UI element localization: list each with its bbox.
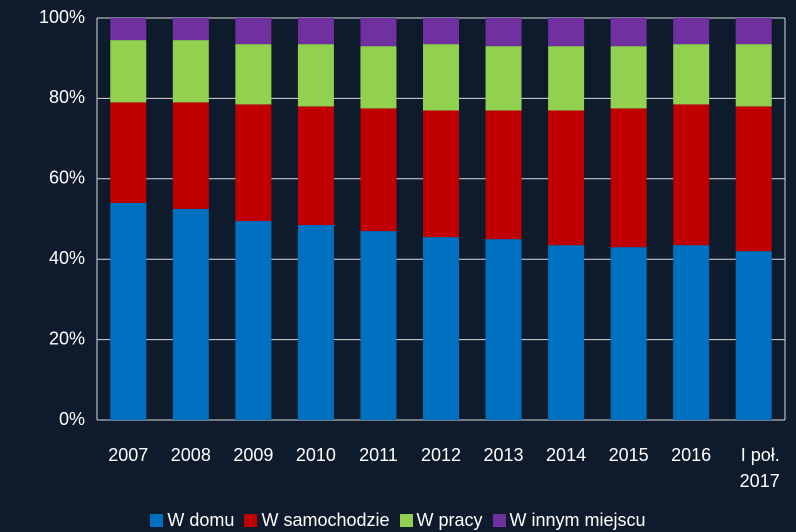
x-tick-label: 2010	[295, 445, 336, 465]
bar-segment	[423, 110, 459, 238]
bar-segment	[610, 18, 647, 47]
chart: 0% 20% 40% 60% 80% 100%	[39, 7, 786, 429]
bar-segment	[235, 221, 272, 420]
x-tick-label: 2015	[608, 445, 649, 465]
bar-segment	[360, 18, 397, 47]
x-tick-label: 2016	[671, 445, 712, 465]
legend-item: W domu	[150, 508, 234, 532]
bar-segment	[673, 18, 710, 45]
bar-segment	[485, 18, 522, 47]
bar-segment	[235, 18, 272, 45]
x-tick-label: 2011	[359, 445, 398, 465]
bar-segment	[110, 202, 147, 420]
legend-label: W samochodzie	[261, 510, 390, 530]
legend-label: W domu	[167, 510, 235, 530]
bar-segment	[610, 247, 647, 420]
legend: W domu W samochodzie W pracy W innym miejsc…	[0, 508, 796, 532]
y-tick-label: 100%	[39, 7, 85, 27]
bar-segment	[548, 18, 585, 47]
bar-segment	[360, 231, 397, 420]
x-tick-label: 2008	[170, 445, 211, 465]
bar-segment	[360, 108, 397, 232]
legend-swatch	[150, 513, 164, 527]
bar-segment	[297, 225, 334, 420]
bar-segment	[235, 44, 272, 105]
legend-item: W pracy	[399, 508, 483, 532]
bar-segment	[423, 44, 459, 111]
x-tick-label: 2012	[420, 445, 462, 465]
bar-segment	[610, 108, 647, 248]
bar-segment	[548, 245, 585, 420]
y-tick-label: 60%	[49, 168, 85, 188]
bar-segment	[610, 46, 647, 109]
bar-segment	[423, 18, 459, 45]
legend-swatch	[399, 513, 413, 527]
bar-segment	[297, 18, 334, 45]
bar-segment	[297, 44, 334, 107]
bar-segment	[235, 104, 272, 222]
bar-segment	[110, 102, 147, 203]
bar-segment	[110, 40, 147, 103]
legend-swatch	[492, 513, 506, 527]
bar-segment	[673, 104, 710, 246]
legend-item: W innym miejscu	[492, 508, 646, 532]
bar-segment	[360, 46, 397, 109]
x-tick-label: 2007	[108, 445, 149, 465]
x-tick-label: 2014	[546, 445, 587, 465]
bar-segment	[485, 110, 522, 240]
bar-segment	[735, 251, 772, 420]
bar-segment	[485, 239, 522, 420]
legend-label: W innym miejscu	[509, 510, 646, 530]
bar-segment	[172, 102, 209, 209]
x-tick-label: 2013	[483, 445, 524, 465]
bar-segment	[735, 18, 772, 45]
bar-segment	[735, 106, 772, 252]
bar-segment	[548, 110, 585, 246]
bar-segment	[673, 44, 710, 105]
y-tick-label: 40%	[49, 248, 85, 268]
y-tick-label: 80%	[49, 87, 85, 107]
bar-segment	[548, 46, 585, 111]
bar-segment	[297, 106, 334, 226]
y-tick-label: 20%	[49, 328, 85, 348]
legend-label: W pracy	[416, 510, 483, 530]
y-tick-label: 0%	[59, 409, 85, 429]
x-tick-label: 2009	[233, 445, 274, 465]
bar-segment	[172, 18, 209, 41]
bar-segment	[423, 237, 459, 420]
bar-segment	[673, 245, 710, 420]
bar-segment	[485, 46, 522, 111]
bar-segment	[735, 44, 772, 107]
bar-segment	[172, 40, 209, 103]
bar-segment	[172, 208, 209, 420]
legend-item: W samochodzie	[244, 508, 390, 532]
x-tick-label: I poł. 2017	[739, 445, 780, 491]
bar-segment	[110, 18, 147, 41]
legend-swatch	[244, 513, 258, 527]
